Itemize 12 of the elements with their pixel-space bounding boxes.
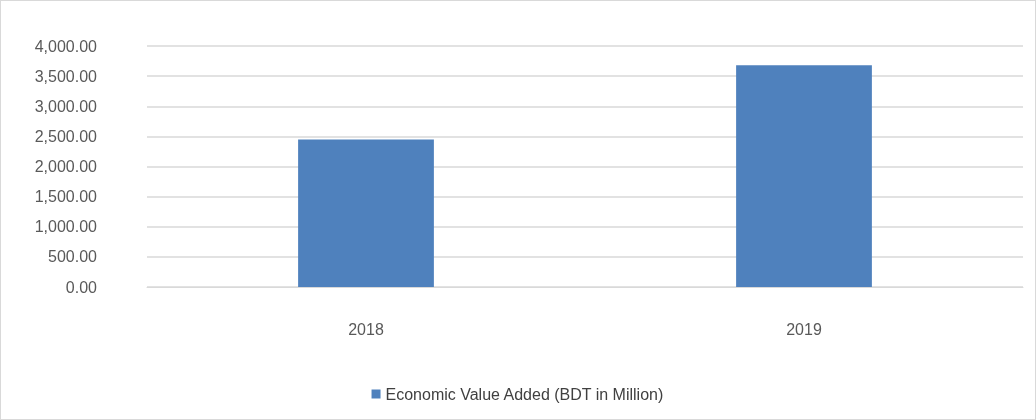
legend-label: Economic Value Added (BDT in Million)	[385, 385, 664, 403]
y-tick-label: 2,500.00	[34, 127, 98, 145]
y-tick-label: 1,500.00	[34, 188, 98, 206]
y-tick-label: 500.00	[48, 248, 98, 266]
y-tick-label: 0.00	[65, 278, 98, 296]
x-tick-label: 2019	[786, 320, 822, 338]
x-tick-label: 2018	[348, 320, 384, 338]
y-tick-label: 1,000.00	[34, 218, 98, 236]
y-tick-label: 3,000.00	[34, 97, 98, 115]
y-tick-label: 4,000.00	[34, 37, 98, 55]
y-tick-label: 3,500.00	[34, 67, 98, 85]
y-tick-label: 2,000.00	[34, 158, 98, 175]
